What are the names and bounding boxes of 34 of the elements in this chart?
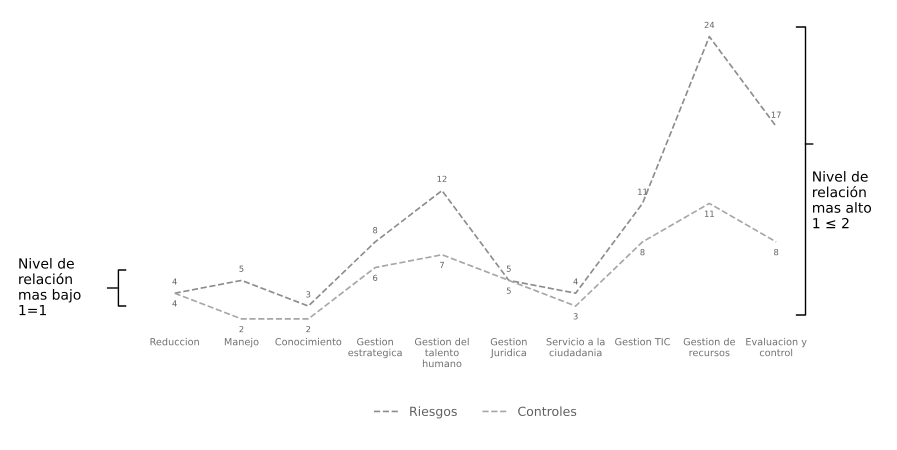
data-label: 24 — [704, 22, 714, 28]
x-tick-label: Manejo — [224, 338, 259, 348]
text: Nivel de relación mas bajo 1=1 — [19, 258, 81, 316]
data-label: 4 — [573, 278, 578, 285]
data-label: 11 — [638, 188, 648, 195]
x-tick-label: Gestion Juridica — [490, 338, 527, 358]
x-tick-label: Gestion TIC — [615, 338, 670, 346]
data-label: 2 — [239, 326, 244, 332]
x-tick-label: Reduccion — [150, 338, 199, 346]
legend-label: Riesgos — [410, 406, 457, 418]
data-label: 2 — [306, 326, 310, 332]
data-label: 4 — [172, 300, 177, 306]
x-tick-label: Evaluacion y control — [746, 338, 807, 356]
data-label: 7 — [440, 262, 444, 268]
text: Nivel de relación mas alto 1 ≤ 2 — [813, 171, 872, 228]
data-label: 4 — [172, 278, 177, 285]
legend-label: Controles — [518, 406, 576, 416]
x-tick-label: Servicio a la ciudadania — [546, 338, 604, 356]
data-label: 17 — [772, 112, 781, 118]
data-label: 8 — [774, 248, 778, 256]
data-label: 3 — [574, 313, 578, 320]
data-label: 8 — [640, 248, 645, 256]
data-label: 3 — [306, 291, 310, 298]
data-label: 5 — [239, 266, 244, 272]
data-label: 12 — [438, 176, 446, 182]
data-label: 5 — [506, 288, 511, 294]
x-tick-label: Conocimiento — [275, 338, 342, 346]
data-label: 11 — [704, 210, 714, 217]
data-label: 5 — [506, 266, 511, 272]
x-tick-label: Gestion del talento humano — [414, 338, 469, 368]
data-label: 6 — [373, 274, 378, 281]
x-tick-label: Gestion estrategica — [348, 338, 402, 358]
data-label: 8 — [373, 227, 378, 234]
x-tick-label: Gestion de recursos — [684, 338, 736, 356]
